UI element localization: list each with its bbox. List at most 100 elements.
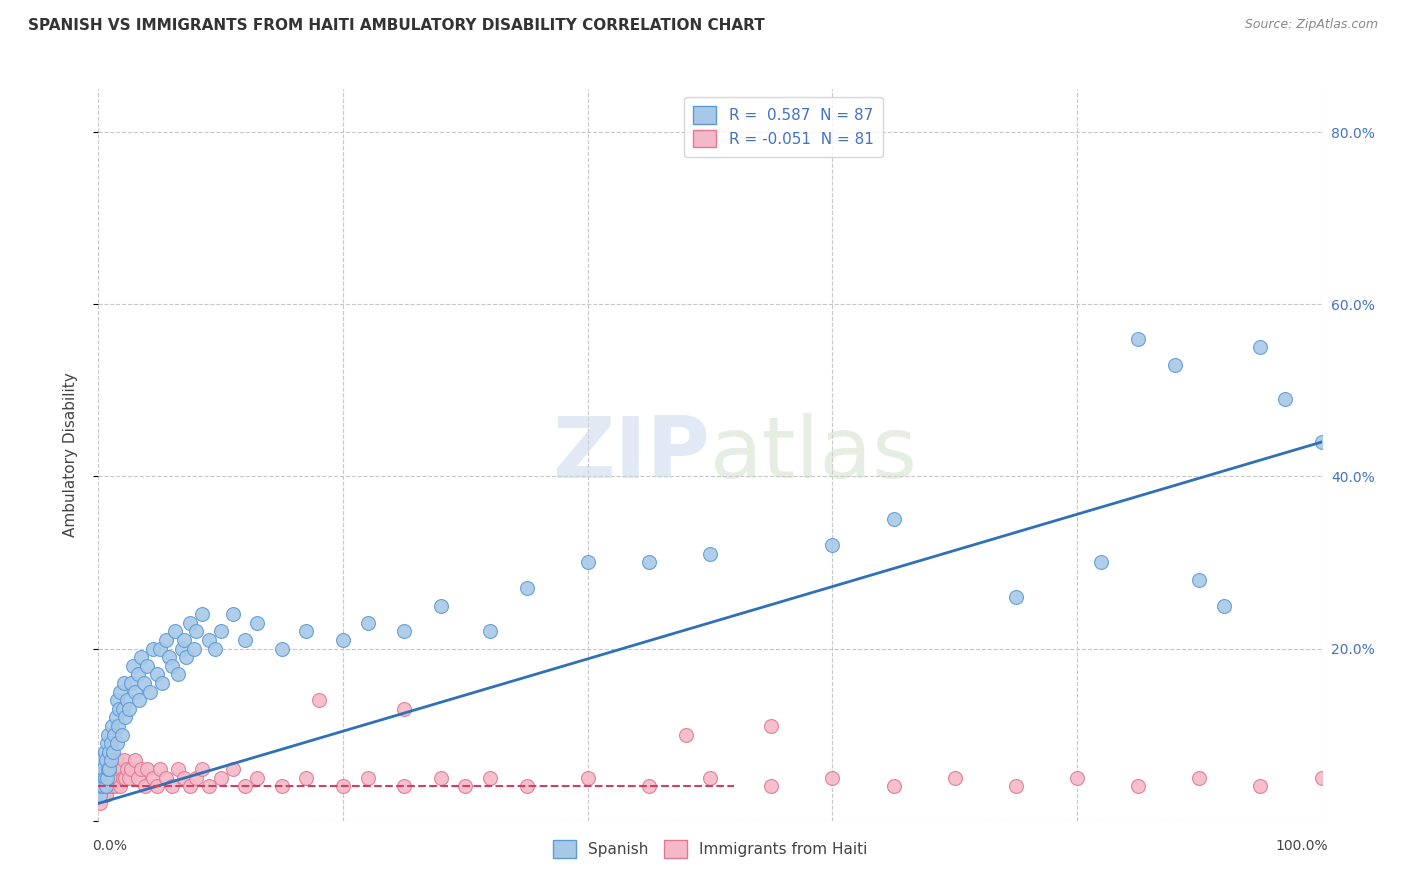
Point: [167, 762, 190, 776]
Point: [222, 762, 245, 776]
Point: [160, 779, 183, 793]
Point: [943, 771, 966, 785]
Point: [111, 771, 134, 785]
Point: [1188, 771, 1211, 785]
Point: [883, 779, 905, 793]
Point: [160, 658, 183, 673]
Point: [821, 538, 844, 552]
Point: [155, 771, 177, 785]
Point: [93, 762, 115, 776]
Point: [110, 684, 132, 698]
Point: [356, 771, 378, 785]
Point: [270, 779, 294, 793]
Point: [233, 779, 256, 793]
Point: [101, 719, 124, 733]
Point: [1274, 392, 1296, 406]
Point: [90, 788, 112, 802]
Point: [129, 762, 152, 776]
Legend: Spanish, Immigrants from Haiti: Spanish, Immigrants from Haiti: [547, 834, 873, 864]
Point: [101, 779, 124, 793]
Point: [478, 771, 501, 785]
Point: [699, 771, 721, 785]
Point: [179, 779, 201, 793]
Point: [91, 771, 114, 785]
Point: [115, 762, 138, 776]
Point: [478, 624, 501, 639]
Point: [114, 710, 136, 724]
Point: [100, 753, 122, 767]
Point: [98, 745, 121, 759]
Point: [146, 667, 169, 681]
Text: ZIP: ZIP: [553, 413, 710, 497]
Point: [105, 693, 128, 707]
Point: [638, 779, 661, 793]
Point: [761, 719, 783, 733]
Point: [157, 650, 180, 665]
Point: [112, 753, 135, 767]
Point: [103, 728, 125, 742]
Point: [222, 607, 245, 621]
Point: [430, 771, 453, 785]
Point: [1310, 771, 1333, 785]
Point: [197, 632, 219, 647]
Point: [638, 556, 661, 570]
Point: [1066, 771, 1088, 785]
Point: [1164, 358, 1187, 372]
Point: [134, 779, 156, 793]
Point: [173, 771, 195, 785]
Point: [94, 753, 117, 767]
Point: [120, 676, 142, 690]
Point: [105, 736, 128, 750]
Point: [104, 779, 127, 793]
Point: [1249, 340, 1271, 354]
Point: [100, 771, 122, 785]
Point: [108, 762, 131, 776]
Point: [173, 632, 195, 647]
Point: [127, 771, 149, 785]
Point: [111, 762, 134, 776]
Point: [1249, 779, 1271, 793]
Point: [103, 762, 125, 776]
Point: [761, 779, 783, 793]
Point: [270, 641, 294, 656]
Point: [1090, 556, 1112, 570]
Point: [112, 676, 135, 690]
Point: [94, 788, 117, 802]
Point: [183, 641, 205, 656]
Point: [93, 771, 115, 785]
Point: [675, 728, 697, 742]
Point: [1128, 779, 1150, 793]
Point: [111, 702, 134, 716]
Point: [101, 771, 124, 785]
Point: [120, 762, 142, 776]
Point: [356, 615, 378, 630]
Point: [96, 762, 118, 776]
Point: [110, 779, 132, 793]
Point: [149, 762, 172, 776]
Point: [98, 762, 121, 776]
Point: [97, 762, 120, 776]
Point: [124, 753, 146, 767]
Point: [1188, 573, 1211, 587]
Point: [97, 753, 120, 767]
Point: [98, 762, 121, 776]
Point: [91, 779, 114, 793]
Point: [821, 771, 844, 785]
Point: [107, 771, 129, 785]
Point: [392, 779, 416, 793]
Point: [204, 641, 226, 656]
Point: [170, 641, 193, 656]
Point: [332, 632, 354, 647]
Point: [129, 650, 152, 665]
Point: [165, 624, 187, 639]
Point: [186, 771, 208, 785]
Point: [121, 658, 143, 673]
Point: [176, 650, 198, 665]
Point: [97, 771, 120, 785]
Point: [94, 771, 117, 785]
Point: [91, 771, 114, 785]
Point: [146, 779, 169, 793]
Point: [392, 624, 416, 639]
Point: [699, 547, 721, 561]
Point: [91, 762, 114, 776]
